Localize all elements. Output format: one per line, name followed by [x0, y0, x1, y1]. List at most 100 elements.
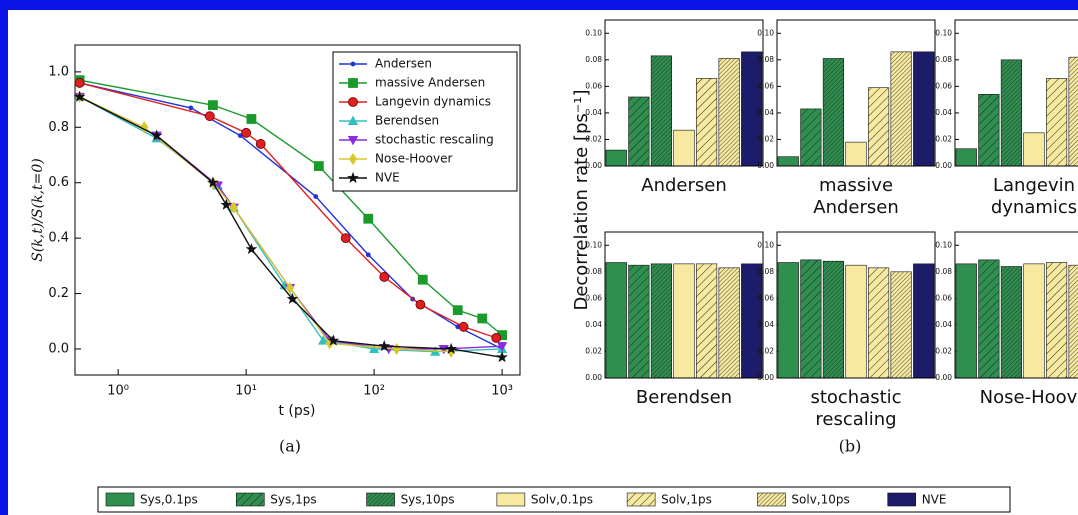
y-tick-label: 0.08: [757, 55, 774, 64]
marker: [246, 114, 257, 124]
bar: [777, 262, 799, 379]
bar: [845, 264, 867, 379]
y-tick-label: 0.02: [935, 134, 952, 143]
y-tick-label: 0.06: [585, 293, 602, 302]
series-line: [79, 96, 503, 358]
marker: [347, 135, 359, 146]
bar-hatch: [890, 51, 912, 166]
marker: [347, 171, 359, 183]
bar: [955, 263, 977, 379]
marker: [255, 139, 266, 149]
panel-frame: [776, 19, 936, 167]
bar: [605, 262, 627, 379]
marker: [496, 351, 508, 363]
panel-title: stochastic: [810, 387, 901, 408]
bar-hatch: [1046, 78, 1067, 166]
bar-hatch: [868, 267, 889, 378]
marker: [313, 194, 319, 199]
marker: [445, 342, 458, 354]
y-tick-label: 0.00: [757, 161, 774, 170]
y-tick-label: 0.08: [585, 55, 602, 64]
legend-swatch: [105, 492, 135, 507]
x-tick-label: 10²: [363, 384, 385, 399]
y-tick-label: 0.04: [585, 108, 602, 117]
bar-hatch: [1001, 59, 1022, 167]
y-tick-label: 0.00: [585, 161, 602, 170]
marker: [245, 243, 258, 255]
panel-frame: [604, 19, 764, 167]
y-tick-label: 0.10: [935, 28, 952, 37]
y-tick-label: 0.02: [585, 346, 602, 355]
bar: [673, 129, 695, 167]
y-tick-label: 0.10: [585, 240, 602, 249]
marker: [477, 313, 488, 324]
marker: [204, 111, 215, 122]
y-tick-label: 0.04: [757, 320, 774, 329]
panel-title: massive: [819, 175, 893, 196]
series-line: [79, 82, 503, 350]
marker: [327, 334, 340, 346]
frame-top: [0, 0, 1078, 10]
bar-hatch: [696, 78, 717, 166]
panel-title: dynamics: [991, 197, 1077, 218]
caption: (a): [279, 437, 301, 456]
legend-swatch-hatch: [366, 493, 395, 506]
legend-swatch: [496, 492, 526, 507]
bar-y-axis-label: Decorrelation rate [ps⁻¹]: [571, 89, 592, 310]
marker: [220, 198, 233, 210]
bar-hatch: [628, 265, 650, 378]
y-tick-label: 0.10: [757, 28, 774, 37]
panel-title: Nose-Hoove: [980, 387, 1078, 408]
panel-title: Langevin: [993, 175, 1075, 196]
y-tick-label: 0.06: [935, 293, 952, 302]
legend-label: Nose-Hoover: [375, 152, 452, 166]
y-tick-label: 0.00: [585, 373, 602, 382]
legend-label: NVE: [375, 171, 400, 185]
bar-hatch: [800, 108, 822, 166]
marker: [340, 233, 351, 244]
marker: [285, 281, 295, 295]
bar-hatch: [978, 259, 1000, 378]
y-tick-label: 0.4: [48, 231, 69, 246]
marker: [318, 335, 329, 345]
marker: [378, 340, 391, 352]
x-tick-label: 10³: [491, 384, 513, 399]
bar-hatch: [628, 96, 650, 166]
legend-label: Andersen: [375, 57, 432, 71]
y-tick-label: 0.2: [48, 286, 69, 301]
marker: [348, 78, 358, 88]
bar-hatch: [1068, 57, 1078, 166]
y-tick-label: 0.04: [757, 108, 774, 117]
y-tick-label: 0.00: [757, 373, 774, 382]
panel-title: Berendsen: [636, 387, 732, 408]
y-tick-label: 0.04: [935, 108, 952, 117]
panel-frame: [604, 231, 764, 379]
y-tick-label: 0.00: [935, 373, 952, 382]
bar-hatch: [651, 263, 672, 378]
legend-label: Solv,1ps: [661, 493, 712, 507]
bar: [1023, 263, 1045, 379]
marker: [313, 161, 324, 171]
marker: [150, 129, 163, 141]
bar-hatch: [1001, 266, 1022, 378]
panel-title: rescaling: [815, 409, 896, 430]
legend-label: Berendsen: [375, 114, 439, 128]
marker: [496, 342, 508, 352]
bar: [955, 148, 977, 167]
bar: [605, 149, 627, 167]
marker: [350, 61, 356, 67]
y-tick-label: 0.08: [757, 267, 774, 276]
panel-title: Andersen: [641, 175, 726, 196]
marker: [491, 332, 502, 343]
caption: (b): [839, 437, 862, 456]
bar-hatch: [718, 58, 740, 167]
legend-label: stochastic rescaling: [375, 133, 494, 147]
panel-frame: [776, 231, 936, 379]
y-tick-label: 0.08: [935, 55, 952, 64]
legend-label: Langevin dynamics: [375, 95, 491, 109]
marker: [347, 115, 359, 125]
y-tick-label: 0.06: [757, 81, 774, 90]
plot-area: [74, 44, 521, 376]
marker: [415, 299, 426, 310]
bar-hatch: [651, 55, 672, 166]
